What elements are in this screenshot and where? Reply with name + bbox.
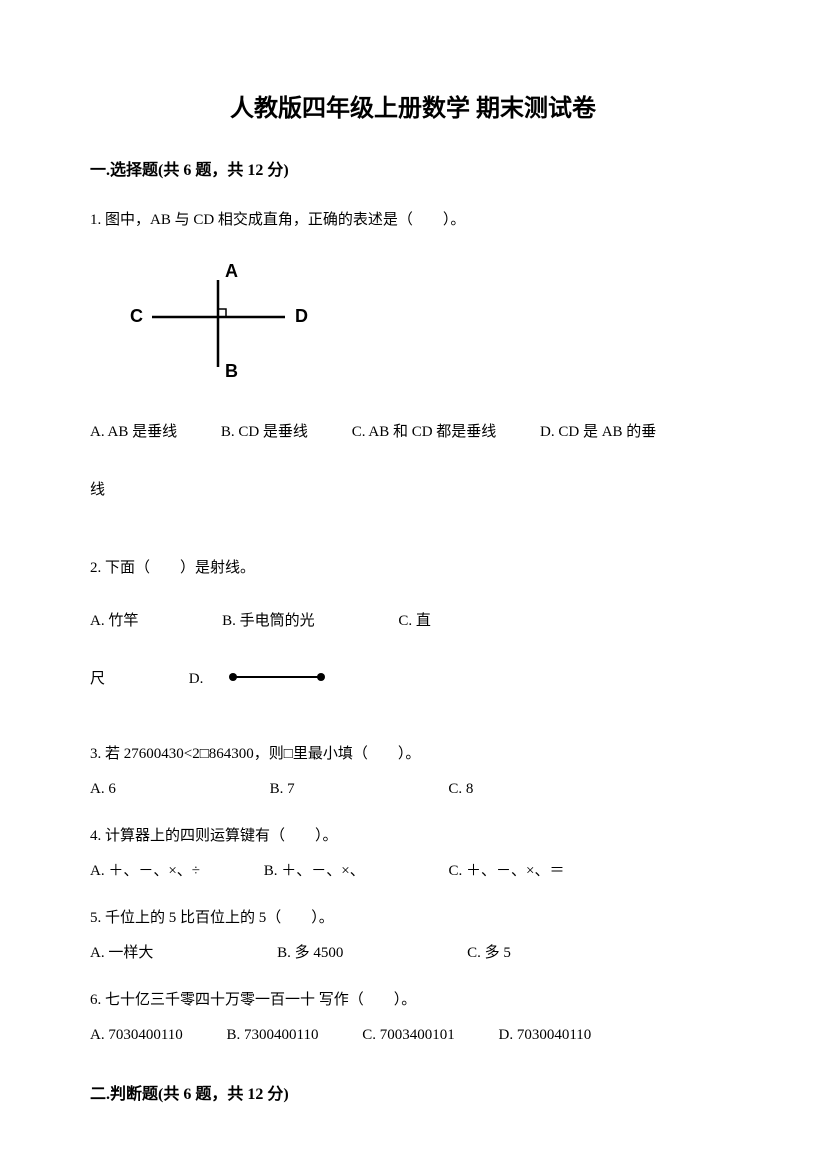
question-4-text: 4. 计算器上的四则运算键有（ ）。: [90, 823, 736, 850]
q2-option-d: D.: [189, 671, 204, 687]
section-1-header: 一.选择题(共 6 题，共 12 分): [90, 158, 736, 184]
section-2-header: 二.判断题(共 6 题，共 12 分): [90, 1082, 736, 1108]
q3-option-a: A. 6: [90, 781, 116, 797]
q4-option-c: C. ＋、－、×、＝: [449, 863, 565, 879]
question-3-options: A. 6 B. 7 C. 8: [90, 776, 736, 803]
q5-option-c: C. 多 5: [467, 945, 511, 961]
question-6-options: A. 7030400110 B. 7300400110 C. 700340010…: [90, 1022, 736, 1049]
q1-option-b: B. CD 是垂线: [221, 424, 308, 440]
diagram-label-b: B: [225, 361, 238, 381]
question-2-text: 2. 下面（ ）是射线。: [90, 552, 736, 585]
question-3-text: 3. 若 27600430<2□864300，则□里最小填（ ）。: [90, 741, 736, 768]
q6-option-a: A. 7030400110: [90, 1027, 183, 1043]
q5-option-a: A. 一样大: [90, 945, 153, 961]
question-1-diagram: A C D B: [130, 262, 736, 391]
q3-option-c: C. 8: [448, 781, 473, 797]
q4-option-a: A. ＋、－、×、÷: [90, 863, 200, 879]
q1-option-a: A. AB 是垂线: [90, 424, 177, 440]
q2-option-b: B. 手电筒的光: [222, 613, 315, 629]
q3-option-b: B. 7: [270, 781, 295, 797]
diagram-label-c: C: [130, 306, 143, 326]
q2-option-a: A. 竹竿: [90, 613, 138, 629]
q1-option-c: C. AB 和 CD 都是垂线: [352, 424, 497, 440]
question-2-options-row1: A. 竹竿 B. 手电筒的光 C. 直: [90, 605, 736, 638]
question-1-text: 1. 图中，AB 与 CD 相交成直角，正确的表述是（ ）。: [90, 204, 736, 237]
q6-option-d: D. 7030040110: [499, 1027, 592, 1043]
perpendicular-lines-diagram: A C D B: [130, 262, 330, 382]
q2-option-c-continuation: 尺: [90, 671, 105, 687]
q6-option-c: C. 7003400101: [362, 1027, 455, 1043]
question-5-options: A. 一样大 B. 多 4500 C. 多 5: [90, 940, 736, 967]
question-6-text: 6. 七十亿三千零四十万零一百一十 写作（ ）。: [90, 987, 736, 1014]
q2-option-c: C. 直: [398, 613, 431, 629]
question-1-options: A. AB 是垂线 B. CD 是垂线 C. AB 和 CD 都是垂线 D. C…: [90, 416, 736, 449]
page-title: 人教版四年级上册数学 期末测试卷: [90, 90, 736, 128]
q1-option-d-continuation: 线: [90, 474, 736, 507]
q1-option-d: D. CD 是 AB 的垂: [540, 424, 656, 440]
question-5-text: 5. 千位上的 5 比百位上的 5（ ）。: [90, 905, 736, 932]
question-4-options: A. ＋、－、×、÷ B. ＋、－、×、 C. ＋、－、×、＝: [90, 858, 736, 885]
line-segment-icon: [227, 663, 327, 696]
q6-option-b: B. 7300400110: [227, 1027, 319, 1043]
q5-option-b: B. 多 4500: [277, 945, 343, 961]
diagram-label-d: D: [295, 306, 308, 326]
question-2-options-row2: 尺 D.: [90, 663, 736, 696]
diagram-label-a: A: [225, 262, 238, 281]
q4-option-b: B. ＋、－、×、: [264, 863, 365, 879]
